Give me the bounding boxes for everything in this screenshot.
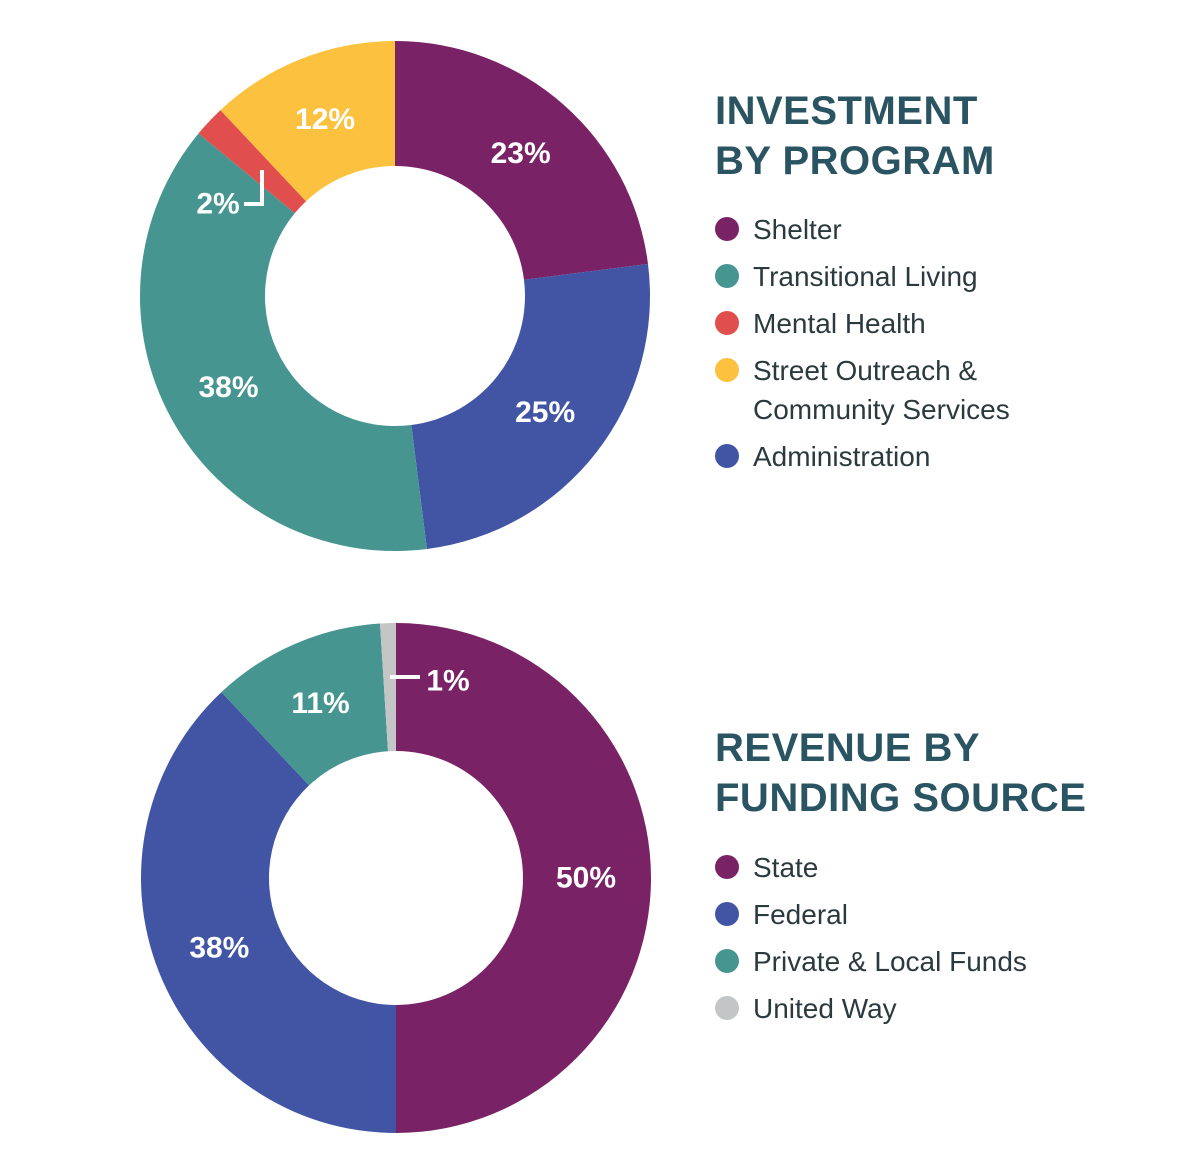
investment-legend: Shelter Transitional Living Mental Healt… [715,210,1010,484]
revenue-title-line-1: REVENUE BY [715,726,981,770]
legend-label-state: State [753,852,819,883]
legend-dot-state [715,855,739,879]
leader-line-mental-health [244,170,264,206]
legend-label-private-local: Private & Local Funds [753,946,1027,977]
legend-item-transitional-living: Transitional Living [715,257,1010,296]
slice-label-shelter: 23% [491,137,551,170]
slice-private-and-local-funds [221,623,389,786]
investment-title-line-1: INVESTMENT [715,89,978,133]
slice-label-private-and-local-funds: 11% [291,687,349,720]
slice-shelter [395,41,648,280]
legend-item-shelter: Shelter [715,210,1010,249]
legend-item-administration: Administration [715,437,1010,476]
legend-item-street-outreach: Street Outreach & Community Services [715,351,1010,429]
legend-dot-federal [715,902,739,926]
legend-label-federal: Federal [753,899,848,930]
legend-item-mental-health: Mental Health [715,304,1010,343]
legend-dot-transitional-living [715,264,739,288]
slice-federal [140,692,396,1133]
legend-label-administration: Administration [753,441,931,472]
legend-label-transitional-living: Transitional Living [753,261,978,292]
slice-label-federal: 38% [189,931,249,964]
slice-administration [411,264,650,549]
slice-label-administration: 25% [515,396,575,429]
revenue-donut: 50% 38% 11% 1% [140,623,651,1133]
slice-label-mental-health: 2% [196,188,239,221]
revenue-legend: State Federal Private & Local Funds Unit… [715,848,1027,1036]
investment-title: INVESTMENT BY PROGRAM [715,86,995,186]
slice-state [396,623,651,1133]
legend-label-united-way: United Way [753,993,897,1024]
legend-dot-private-local [715,949,739,973]
legend-label-street-outreach: Street Outreach & Community Services [753,355,1010,425]
legend-dot-united-way [715,996,739,1020]
slice-mental-health [198,110,307,214]
slice-label-united-way: 1% [426,665,469,698]
legend-dot-mental-health [715,311,739,335]
legend-item-private-local: Private & Local Funds [715,942,1027,981]
legend-item-federal: Federal [715,895,1027,934]
legend-dot-shelter [715,217,739,241]
slice-label-transitional-living: 38% [198,371,258,404]
revenue-title-line-2: FUNDING SOURCE [715,776,1087,820]
legend-item-united-way: United Way [715,989,1027,1028]
investment-title-line-2: BY PROGRAM [715,139,995,183]
legend-label-mental-health: Mental Health [753,308,926,339]
slice-label-street-outreach-and-community-services: 12% [295,103,355,136]
slice-street-outreach-and-community-services [220,41,395,202]
legend-dot-administration [715,444,739,468]
slice-united-way [379,623,396,752]
investment-donut: 23% 25% 38% 2% 12% [139,41,650,551]
legend-item-state: State [715,848,1027,887]
legend-label-shelter: Shelter [753,214,842,245]
slice-transitional-living [139,133,427,551]
slice-label-state: 50% [556,862,616,895]
revenue-title: REVENUE BY FUNDING SOURCE [715,723,1086,823]
legend-dot-street-outreach [715,358,739,382]
